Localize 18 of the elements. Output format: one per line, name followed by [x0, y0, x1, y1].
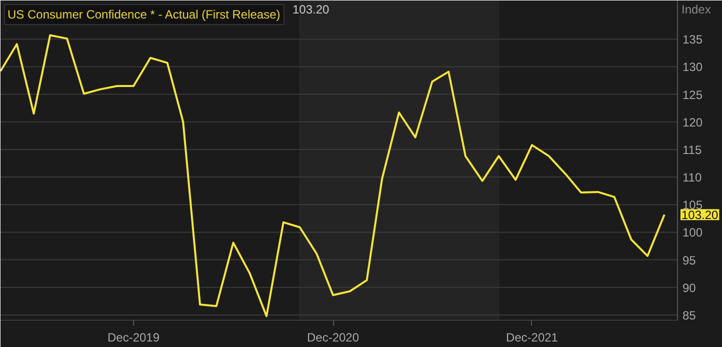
y-axis-title: Index [682, 2, 711, 16]
y-tick-label: 135 [682, 32, 703, 47]
y-tick-label: 125 [682, 88, 703, 102]
text: 103.20 [682, 208, 719, 222]
line-series [0, 34, 666, 318]
y-tick-label: 85 [682, 308, 696, 322]
y-tick-label: 120 [682, 115, 703, 130]
y-tick-label: 115 [682, 142, 702, 157]
y-tick-label: 90 [682, 280, 696, 295]
chart-subtitle: 103.20 [292, 2, 330, 16]
y-tick-label: 110 [682, 170, 702, 185]
y-tick-label: 95 [682, 253, 696, 268]
x-tick-label: Dec-2020 [306, 330, 360, 344]
text: US Consumer Confidence * - Actual (First Release) [8, 8, 280, 22]
y-tick-label: 130 [682, 60, 703, 74]
x-tick-label: Dec-2021 [506, 330, 558, 344]
y-tick-label: 100 [682, 226, 703, 240]
x-tick-label: Dec-2019 [107, 330, 160, 344]
